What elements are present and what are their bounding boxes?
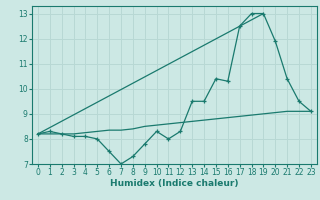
X-axis label: Humidex (Indice chaleur): Humidex (Indice chaleur) — [110, 179, 239, 188]
